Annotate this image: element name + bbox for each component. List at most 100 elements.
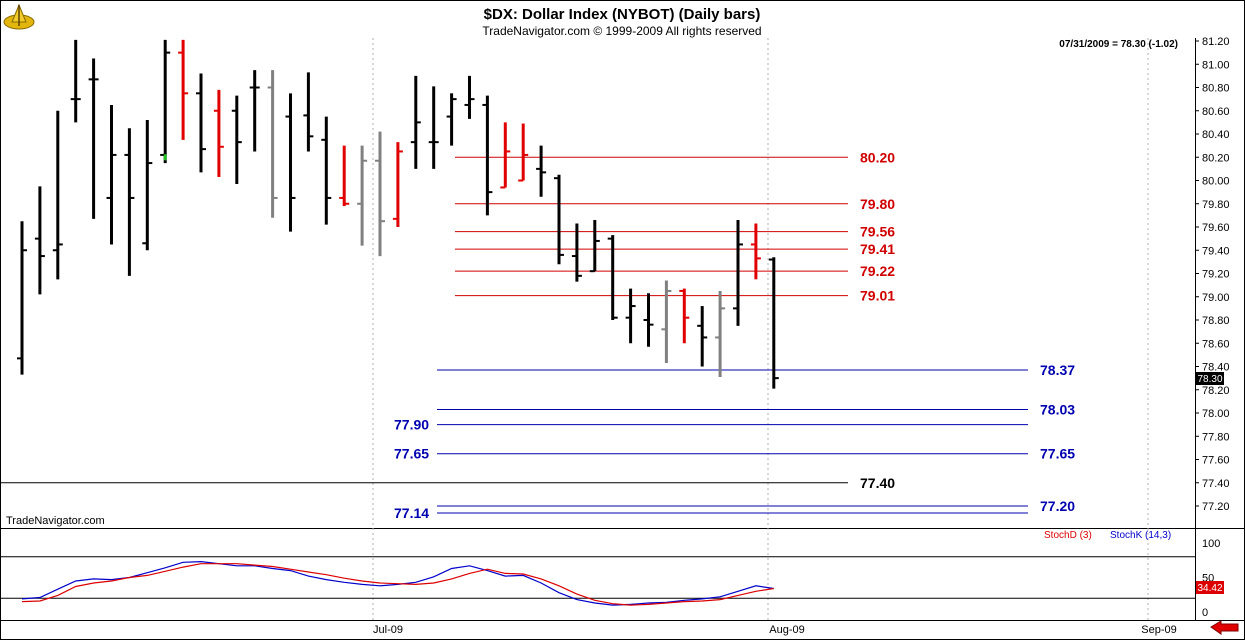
price-axis-label: 81.20 <box>1202 36 1230 48</box>
support-label: 77.65 <box>1040 446 1075 462</box>
ohlc-bar <box>536 145 547 197</box>
ohlc-bar <box>375 131 385 257</box>
stoch-d-legend: StochD (3) <box>1044 530 1092 541</box>
scroll-left-arrow-icon[interactable] <box>1210 620 1239 635</box>
price-axis-label: 79.60 <box>1202 222 1230 234</box>
price-axis: 81.20 81.00 80.80 80.60 80.40 80.20 80.00 79.80… <box>1195 36 1230 513</box>
ohlc-bar <box>571 223 582 282</box>
price-bars <box>17 39 779 389</box>
stoch-series-line <box>21 560 774 606</box>
signal-marker <box>163 154 167 161</box>
stoch-axis-label: 100 <box>1202 538 1220 550</box>
resistance-label: 79.56 <box>860 224 895 240</box>
price-axis-label: 78.80 <box>1202 315 1230 327</box>
x-label-sep: Sep-09 <box>1141 624 1176 636</box>
ohlc-bar <box>303 72 314 152</box>
price-axis-label: 79.20 <box>1202 269 1230 281</box>
ohlc-bar <box>446 93 457 146</box>
ohlc-bar <box>518 123 529 182</box>
ohlc-bar <box>554 174 564 265</box>
ohlc-bar <box>410 75 421 169</box>
ohlc-bar <box>750 223 761 280</box>
support-label: 78.03 <box>1040 402 1075 418</box>
ohlc-bar <box>178 39 189 140</box>
ohlc-bar <box>196 73 206 173</box>
ohlc-bar <box>52 110 63 280</box>
pivot-label: 77.40 <box>860 475 895 491</box>
ohlc-bar <box>231 95 242 184</box>
ohlc-bar <box>124 128 135 276</box>
ohlc-bar <box>34 186 45 295</box>
support-label: 77.14 <box>394 505 429 521</box>
price-axis-label: 80.80 <box>1202 83 1230 95</box>
ohlc-bar <box>357 145 368 246</box>
ohlc-bar <box>464 75 475 119</box>
ohlc-bar <box>142 120 153 251</box>
support-label: 77.20 <box>1040 498 1075 514</box>
resistance-label: 79.22 <box>860 263 895 279</box>
price-axis-label: 78.00 <box>1202 408 1230 420</box>
ohlc-bar <box>267 70 278 218</box>
price-axis-label: 77.80 <box>1202 431 1230 443</box>
chart-subtitle: TradeNavigator.com © 1999-2009 All right… <box>482 24 761 38</box>
ohlc-bar <box>768 257 779 389</box>
trade-navigator-logo-icon <box>3 3 35 30</box>
price-axis-label: 78.40 <box>1202 362 1230 374</box>
last-price-label: 78.30 <box>1197 374 1222 385</box>
x-label-aug: Aug-09 <box>769 624 804 636</box>
ohlc-bar <box>715 290 726 377</box>
ohlc-bar <box>249 70 260 152</box>
time-grid <box>372 38 1149 620</box>
support-label: 78.37 <box>1040 362 1075 378</box>
ohlc-bar <box>589 220 600 273</box>
watermark-text: TradeNavigator.com <box>6 515 105 527</box>
last-price-box <box>1196 372 1224 385</box>
ohlc-bar <box>625 288 636 344</box>
ohlc-bar <box>661 280 672 364</box>
ohlc-bar <box>643 293 654 347</box>
price-axis-label: 77.60 <box>1202 455 1230 467</box>
stoch-axis-label: 0 <box>1202 607 1208 619</box>
price-readout: 07/31/2009 = 78.30 (-1.02) <box>1059 39 1178 50</box>
price-axis-label: 80.40 <box>1202 129 1230 141</box>
resistance-label: 79.41 <box>860 241 895 257</box>
ohlc-bar <box>697 306 708 367</box>
stoch-k-legend: StochK (14,3) <box>1110 530 1171 541</box>
price-axis-label: 81.00 <box>1202 59 1230 71</box>
price-axis-label: 79.40 <box>1202 245 1230 257</box>
ohlc-bar <box>607 235 618 320</box>
stoch-last-value-label: 34.42 <box>1197 583 1222 594</box>
resistance-label: 79.80 <box>860 196 895 212</box>
price-axis-label: 80.20 <box>1202 152 1230 164</box>
ohlc-bar <box>733 220 743 326</box>
support-label: 77.90 <box>394 417 429 433</box>
stoch-series-line <box>21 563 774 606</box>
price-axis-label: 78.60 <box>1202 338 1230 350</box>
chart-title: $DX: Dollar Index (NYBOT) (Daily bars) <box>484 6 761 23</box>
ohlc-bar <box>213 89 224 178</box>
ohlc-bar <box>428 86 439 169</box>
ohlc-bar <box>339 145 350 207</box>
ohlc-bar <box>679 288 690 344</box>
ohlc-bar <box>500 122 511 189</box>
resistance-label: 80.20 <box>860 149 895 165</box>
price-axis-label: 79.00 <box>1202 292 1230 304</box>
ohlc-bar <box>285 93 296 232</box>
price-axis-label: 79.80 <box>1202 199 1230 211</box>
resistance-label: 79.01 <box>860 288 895 304</box>
ohlc-bar <box>321 116 332 225</box>
x-label-jul: Jul-09 <box>373 624 403 636</box>
price-axis-label: 77.20 <box>1202 501 1230 513</box>
price-axis-label: 80.00 <box>1202 176 1230 188</box>
stoch-last-value-box <box>1196 581 1224 594</box>
ohlc-bar <box>392 142 403 227</box>
ohlc-bar <box>17 221 27 375</box>
ohlc-bar <box>70 39 81 123</box>
price-axis-label: 77.40 <box>1202 478 1230 490</box>
ohlc-bar <box>88 58 99 219</box>
ohlc-bar <box>106 104 117 245</box>
